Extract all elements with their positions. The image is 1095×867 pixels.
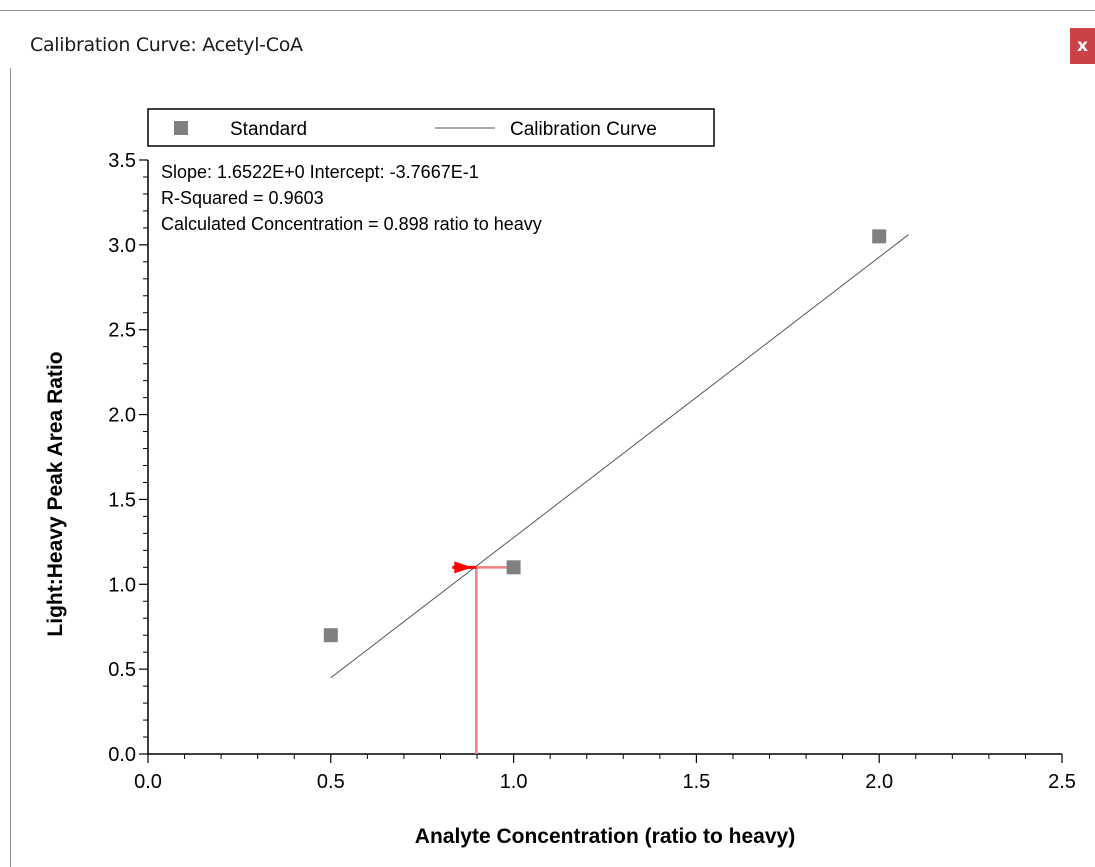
y-axis-title: Light:Heavy Peak Area Ratio xyxy=(44,351,67,636)
standard-point xyxy=(323,628,338,643)
legend-box xyxy=(147,108,715,147)
calculated-guides xyxy=(452,561,514,754)
y-tick-label: 1.0 xyxy=(108,574,136,596)
window-title: Calibration Curve: Acetyl-CoA xyxy=(30,34,303,56)
y-tick-label: 0.5 xyxy=(108,659,136,681)
legend-standard-label: Standard xyxy=(230,119,307,140)
chart-ticks: 0.0 0.5 1.0 1.5 2.0 2.5 0.0 0.5 1.0 1.5 2.0 2.5 3.0 3… xyxy=(108,150,1076,793)
legend-standard-marker-icon xyxy=(174,121,188,135)
x-tick-label: 0.5 xyxy=(317,771,345,793)
y-tick-label: 3.5 xyxy=(108,150,136,172)
legend-curve-label: Calibration Curve xyxy=(510,119,657,140)
x-tick-label: 2.5 xyxy=(1048,771,1076,793)
chart-legend: Standard Calibration Curve xyxy=(147,108,715,147)
y-tick-label: 3.0 xyxy=(108,235,136,257)
panel-left-border xyxy=(10,68,11,867)
x-axis-title: Analyte Concentration (ratio to heavy) xyxy=(415,825,795,848)
annotation-line: Calculated Concentration = 0.898 ratio t… xyxy=(161,214,542,234)
standard-point xyxy=(506,560,521,575)
y-tick-label: 2.5 xyxy=(108,320,136,342)
chart-axes xyxy=(147,160,1062,755)
y-tick-label: 2.0 xyxy=(108,405,136,427)
y-tick-label: 0.0 xyxy=(108,744,136,766)
annotation-line: Slope: 1.6522E+0 Intercept: -3.7667E-1 xyxy=(161,162,479,182)
x-tick-label: 1.5 xyxy=(682,771,710,793)
x-tick-label: 2.0 xyxy=(865,771,893,793)
calibration-curve-line xyxy=(330,234,909,679)
close-button[interactable]: x xyxy=(1070,28,1095,64)
y-tick-label: 1.5 xyxy=(108,489,136,511)
window-top-border xyxy=(0,10,1095,11)
calibration-curve-layer xyxy=(330,234,909,679)
annotation-line: R-Squared = 0.9603 xyxy=(161,188,324,208)
x-tick-label: 1.0 xyxy=(500,771,528,793)
chart-annotations: Slope: 1.6522E+0 Intercept: -3.7667E-1 R-… xyxy=(161,162,542,234)
standard-point xyxy=(872,229,887,244)
x-tick-label: 0.0 xyxy=(134,771,162,793)
standard-points xyxy=(323,229,887,643)
close-icon: x xyxy=(1077,36,1088,56)
